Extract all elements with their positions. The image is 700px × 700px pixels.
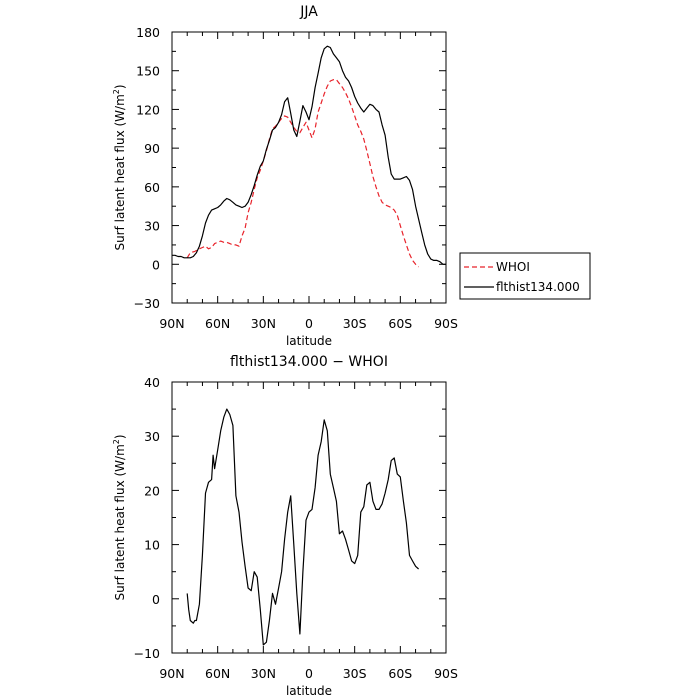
- upper-y-axis-label: Surf latent heat flux (W/m2): [112, 84, 127, 250]
- lower-y-tick-label: 0: [152, 592, 160, 607]
- lower-x-tick-label: 30N: [251, 666, 276, 681]
- upper-x-tick-label: 60N: [205, 316, 230, 331]
- upper-y-tick-label: 60: [144, 180, 160, 195]
- upper-series-line-whoi: [186, 79, 419, 268]
- lower-y-axis-label-tail: ): [113, 434, 127, 439]
- upper-x-tick-label: 60S: [388, 316, 412, 331]
- lower-y-tick-label: 10: [144, 538, 160, 553]
- upper-y-axis-label-main: Surf latent heat flux (W/m: [113, 94, 127, 250]
- upper-x-tick-label: 90S: [434, 316, 458, 331]
- lower-y-axis-label-sup: 2: [112, 439, 121, 444]
- legend-label-flthist: flthist134.000: [496, 280, 580, 294]
- lower-y-tick-label: 30: [144, 429, 160, 444]
- lower-x-axis-label: latitude: [286, 684, 332, 698]
- upper-y-tick-label: 0: [152, 257, 160, 272]
- lower-y-axis-label-main: Surf latent heat flux (W/m: [113, 444, 127, 600]
- lower-series-line-difference: [186, 408, 420, 646]
- upper-plot-frame: [171, 31, 447, 304]
- lower-series-group: [186, 408, 420, 646]
- lower-x-tick-label: 0: [305, 666, 313, 681]
- upper-y-tick-label: 30: [144, 219, 160, 234]
- upper-x-tick-label: 30N: [251, 316, 276, 331]
- lower-x-tick-label: 60N: [205, 666, 230, 681]
- lower-y-tick-label: 40: [144, 375, 160, 390]
- lower-chart-panel: flthist134.000 − WHOI 90N 60N 30N 0 30S 60S 90…: [112, 354, 458, 698]
- upper-x-tick-label: 90N: [159, 316, 184, 331]
- upper-y-tick-label: −30: [134, 296, 160, 311]
- upper-x-tick-label: 30S: [343, 316, 367, 331]
- legend: WHOI flthist134.000: [459, 252, 591, 300]
- upper-y-tick-label: 150: [136, 64, 160, 79]
- upper-series-group: [172, 45, 446, 268]
- lower-axis-ticks: 90N 60N 30N 0 30S 60S 90S −10 0 10 20 30 40: [134, 375, 458, 681]
- upper-chart-title: JJA: [299, 4, 318, 20]
- lower-x-tick-label: 60S: [388, 666, 412, 681]
- lower-y-tick-label: 20: [144, 483, 160, 498]
- lower-x-tick-label: 90S: [434, 666, 458, 681]
- legend-box: [459, 252, 591, 300]
- upper-y-tick-label: 120: [136, 102, 160, 117]
- lower-x-tick-label: 30S: [343, 666, 367, 681]
- upper-y-tick-label: 90: [144, 141, 160, 156]
- upper-y-axis-label-sup: 2: [112, 89, 121, 94]
- lower-x-tick-label: 90N: [159, 666, 184, 681]
- upper-axis-ticks: 90N 60N 30N 0 30S 60S 90S −30 0 30 60 90 120 150 180: [134, 25, 458, 331]
- upper-chart-panel: JJA 90N 60N 30N 0 30S 60S 90S −30 0 30 60 90 120 150 1…: [112, 4, 591, 348]
- lower-chart-title: flthist134.000 − WHOI: [230, 354, 388, 370]
- upper-y-axis-label-tail: ): [113, 84, 127, 89]
- upper-y-tick-label: 180: [136, 25, 160, 40]
- legend-label-whoi: WHOI: [496, 260, 530, 274]
- upper-x-tick-label: 0: [305, 316, 313, 331]
- lower-y-tick-label: −10: [134, 646, 160, 661]
- upper-series-line-flthist134-000: [172, 45, 446, 265]
- upper-x-axis-label: latitude: [286, 334, 332, 348]
- lower-plot-frame: [171, 381, 447, 654]
- lower-y-axis-label: Surf latent heat flux (W/m2): [112, 434, 127, 600]
